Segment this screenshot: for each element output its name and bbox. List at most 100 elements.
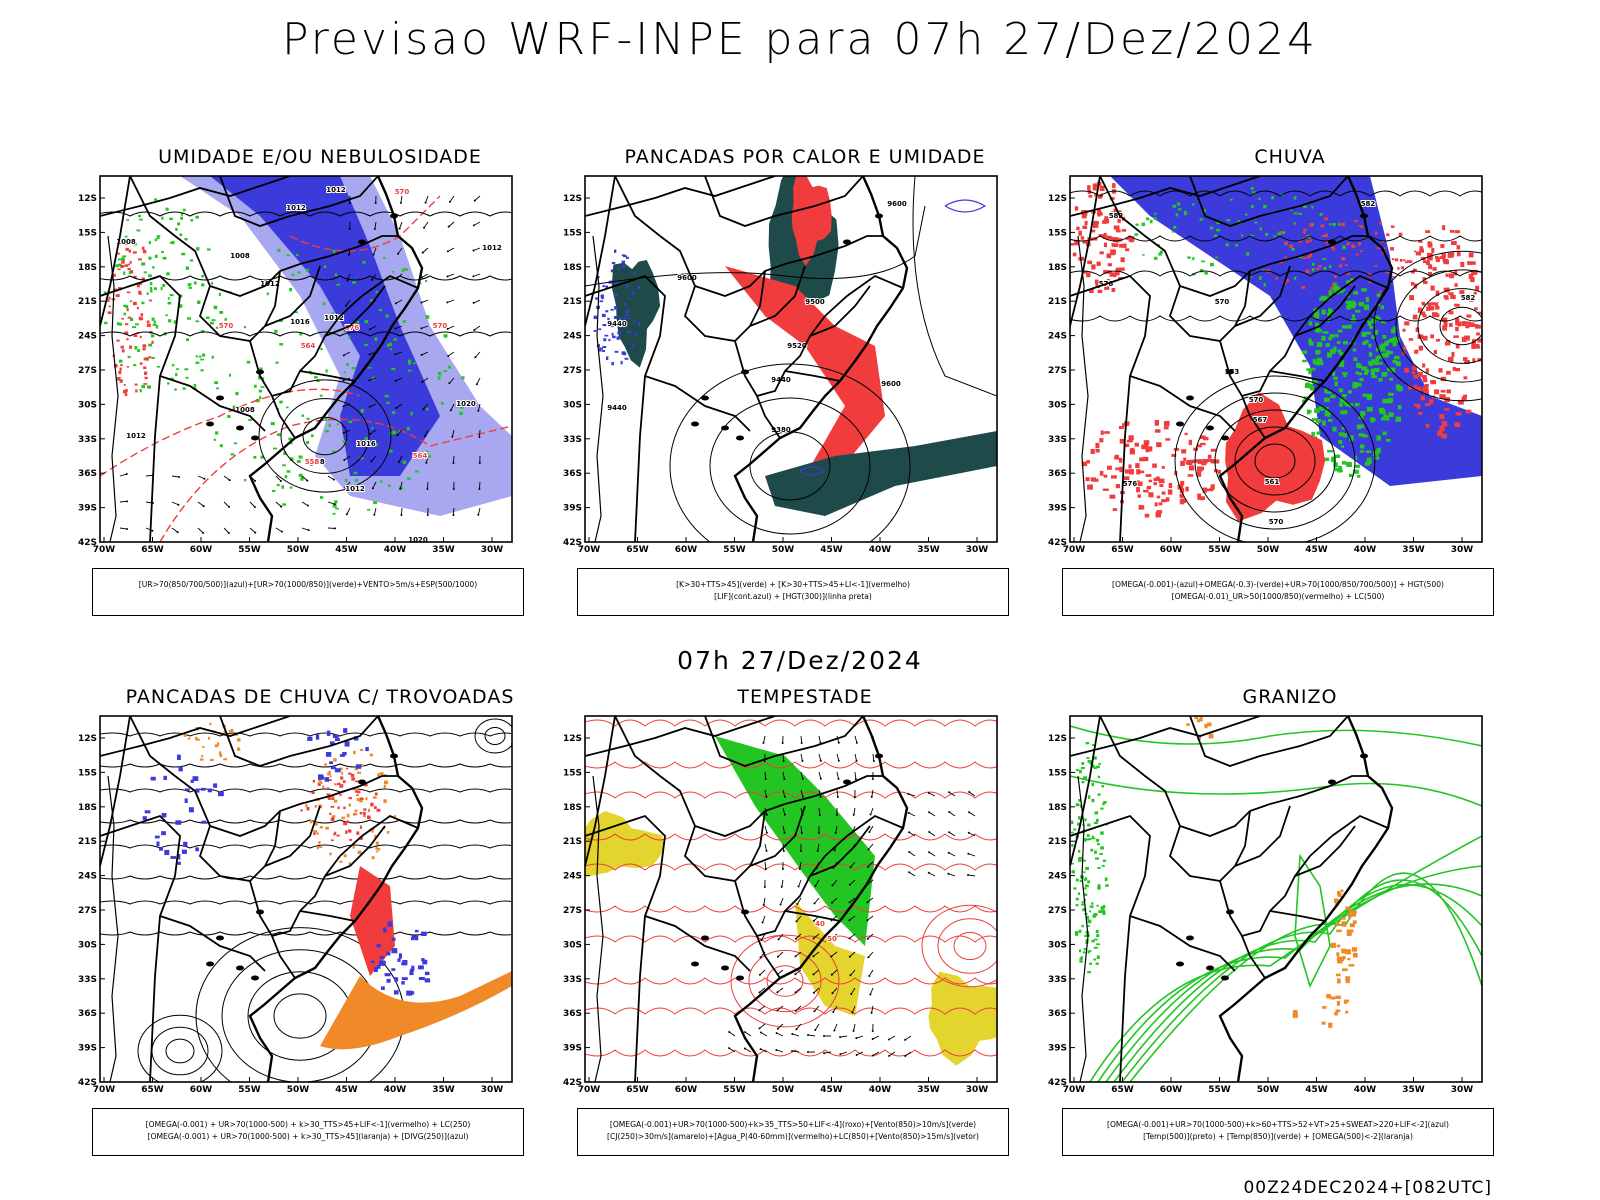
lat-tick-label: 21S — [563, 297, 582, 307]
rain-dot — [1406, 260, 1411, 262]
omega500-dot — [1337, 891, 1341, 896]
divergence-dot — [414, 935, 419, 941]
lake-shape — [1328, 239, 1336, 245]
low-humidity-dot — [143, 271, 147, 274]
temp850-dot — [1071, 843, 1074, 847]
lif-dot — [614, 350, 619, 353]
wind-vector — [780, 897, 784, 905]
wind-vector — [744, 1031, 752, 1037]
lif-dot — [620, 360, 623, 365]
rain-dot — [1094, 279, 1099, 284]
omega500-dot — [1292, 1010, 1298, 1014]
wind-vector-head — [425, 461, 428, 464]
thickness-dot — [129, 345, 133, 349]
rain-dot — [1121, 229, 1127, 232]
wind-vector — [760, 1032, 768, 1037]
border-line — [1070, 716, 1101, 867]
wind-vector — [872, 1051, 880, 1056]
low-humidity-dot — [148, 256, 152, 260]
wind-vector-head — [855, 1037, 858, 1040]
shower-dot — [231, 729, 234, 733]
wind-vector — [397, 247, 403, 255]
wind-vector — [473, 221, 481, 226]
low-humidity-dot — [282, 464, 286, 467]
border-line — [756, 395, 781, 439]
thickness-dot — [138, 316, 142, 321]
contour-label: 1020 — [456, 400, 476, 408]
temp850-dot — [1070, 831, 1074, 834]
rain-dot — [1477, 358, 1482, 362]
omega500-dot — [1194, 716, 1199, 720]
strong-omega-dot — [1380, 346, 1386, 352]
rain-dot — [1431, 247, 1435, 253]
thunderstorm-dot — [343, 806, 346, 810]
lat-tick-label: 24S — [563, 872, 582, 882]
lat-tick-label: 15S — [563, 768, 582, 778]
rain-dot — [1086, 460, 1090, 464]
lat-tick-label: 33S — [78, 975, 97, 985]
shower-dot — [316, 832, 319, 835]
wind-vector-head — [420, 353, 423, 356]
border-line — [734, 315, 826, 398]
wind-vector-head — [871, 1054, 874, 1057]
panel-legend: [OMEGA(-0.001)+UR>70(1000-500)+k>60+TTS>… — [1062, 1108, 1494, 1156]
rain-dot — [1413, 403, 1420, 407]
wind-vector — [833, 1023, 838, 1031]
lif-dot — [615, 294, 619, 297]
rain-dot — [1308, 253, 1312, 258]
rain-dot — [1161, 499, 1167, 503]
rain-dot — [1464, 360, 1470, 365]
wind-vector-head — [758, 1009, 761, 1012]
lat-tick-label: 30S — [78, 940, 97, 950]
streamline — [100, 331, 512, 337]
lake-shape — [1186, 395, 1194, 401]
border-line — [1189, 176, 1349, 227]
low-humidity-dot — [353, 323, 357, 326]
rain-dot — [1165, 438, 1171, 441]
low-humidity-dot — [232, 405, 236, 410]
shower-dot — [314, 805, 317, 808]
omega500-dot — [1326, 994, 1331, 999]
divergence-dot — [324, 777, 330, 782]
low-humidity-dot — [167, 382, 170, 385]
low-humidity-dot — [297, 271, 301, 274]
strong-omega-dot — [1342, 410, 1348, 415]
rain-dot — [1416, 386, 1422, 392]
low-humidity-dot — [196, 247, 200, 251]
low-humidity-dot — [187, 317, 191, 320]
strong-omega-dot — [1373, 450, 1379, 456]
lat-tick-label: 42S — [563, 1078, 582, 1088]
thunderstorm-dot — [374, 792, 378, 796]
thunderstorm-dot — [359, 825, 362, 829]
wind-vector-head — [782, 759, 785, 762]
low-humidity-dot — [148, 274, 152, 278]
lon-tick-label: 55W — [1208, 1085, 1231, 1095]
strong-omega-dot — [1386, 415, 1390, 421]
thickness-dot — [139, 362, 143, 365]
rain-dot — [1156, 442, 1162, 448]
temp850-dot — [1087, 823, 1091, 827]
lake-shape — [1206, 965, 1214, 971]
low-humidity-dot — [224, 318, 227, 321]
thunderstorm-dot — [349, 838, 353, 841]
border-line — [1129, 375, 1236, 432]
rain-dot — [1332, 248, 1335, 251]
low-humidity-dot — [200, 330, 205, 333]
low-humidity-dot — [359, 456, 364, 460]
thickness-dot — [107, 311, 112, 314]
wind-vector — [275, 501, 282, 507]
thickness-dot — [124, 389, 128, 393]
thickness-dot — [146, 323, 151, 327]
low-humidity-dot — [213, 438, 217, 441]
wind-vector — [447, 299, 455, 303]
contour-label: 582 — [1361, 200, 1376, 208]
lake-shape — [1186, 935, 1194, 941]
wind-vector-head — [306, 479, 309, 482]
wind-vector-head — [849, 866, 852, 869]
map-frame — [99, 175, 513, 543]
wind-vector-head — [477, 409, 480, 412]
contour-label: 9520 — [787, 342, 807, 350]
contour-label: 561 — [1265, 478, 1280, 486]
lon-tick-label: 55W — [1208, 545, 1231, 555]
wind-vector — [853, 807, 856, 815]
